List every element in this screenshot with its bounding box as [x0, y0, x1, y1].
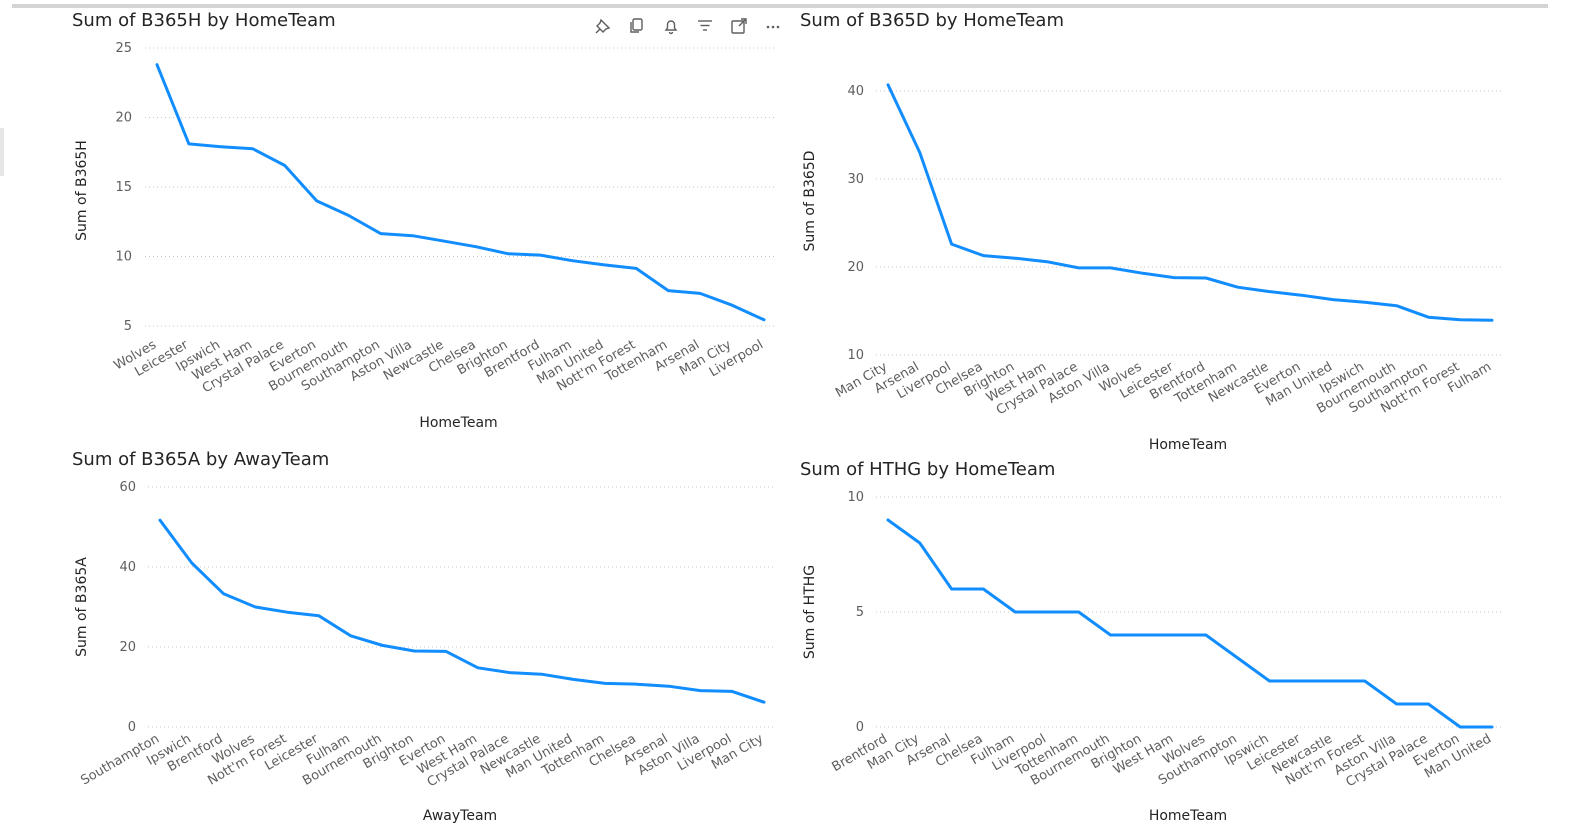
visual-b365h-by-hometeam[interactable]: Sum of B365H by HomeTeam 5 10 15 20 25 Wolves… [0, 0, 790, 440]
pane-collapse-handle[interactable] [0, 128, 4, 176]
data-point[interactable] [1456, 723, 1464, 731]
x-axis-title: AwayTeam [423, 808, 497, 824]
data-point[interactable] [1075, 608, 1083, 616]
y-tick-label: 10 [847, 348, 864, 363]
data-point[interactable] [1170, 631, 1178, 639]
filter-icon[interactable] [688, 14, 722, 38]
y-axis-title: Sum of B365H [74, 140, 90, 241]
canvas-top-bar-fill [12, 4, 1548, 8]
chart-title: Sum of B365D by HomeTeam [800, 10, 1064, 31]
data-point[interactable] [1361, 677, 1369, 685]
y-axis-title: Sum of B365A [74, 557, 90, 657]
data-point[interactable] [1297, 677, 1305, 685]
y-tick-label: 20 [115, 111, 132, 126]
canvas-top-bar [12, 4, 1548, 8]
data-point[interactable] [1234, 654, 1242, 662]
y-tick-label: 40 [847, 84, 864, 99]
x-axis-title: HomeTeam [1149, 437, 1227, 453]
data-point[interactable] [1011, 608, 1019, 616]
pin-icon[interactable] [586, 14, 620, 38]
y-tick-label: 60 [119, 480, 136, 495]
series-line[interactable] [155, 63, 766, 322]
data-point[interactable] [1043, 608, 1051, 616]
x-axis-title: HomeTeam [419, 415, 497, 431]
y-tick-label: 5 [124, 319, 132, 334]
data-point[interactable] [884, 516, 892, 524]
y-tick-label: 0 [128, 720, 136, 735]
bell-icon[interactable] [654, 14, 688, 38]
visual-header-icons [586, 14, 790, 38]
y-tick-label: 10 [847, 490, 864, 505]
series-line[interactable] [886, 83, 1494, 322]
data-point[interactable] [1393, 700, 1401, 708]
y-tick-label: 30 [847, 172, 864, 187]
y-axis-title: Sum of HTHG [802, 565, 818, 659]
y-tick-label: 5 [856, 605, 864, 620]
visual-b365a-by-awayteam[interactable]: Sum of B365A by AwayTeam 0 20 40 60 Southamp… [0, 0, 790, 833]
chart-title: Sum of HTHG by HomeTeam [800, 459, 1056, 480]
focus-mode-icon[interactable] [722, 14, 756, 38]
chart-title: Sum of B365A by AwayTeam [72, 449, 330, 470]
data-point[interactable] [1202, 631, 1210, 639]
data-point[interactable] [916, 539, 924, 547]
y-axis-title: Sum of B365D [802, 151, 818, 252]
series-line[interactable] [886, 518, 1494, 729]
data-point[interactable] [979, 585, 987, 593]
data-point[interactable] [1329, 677, 1337, 685]
more-options-icon[interactable] [756, 14, 790, 38]
visual-b365d-by-hometeam[interactable]: Sum of B365D by HomeTeam 10 20 30 40 Man Cit… [0, 0, 1586, 460]
data-point[interactable] [1138, 631, 1146, 639]
data-point[interactable] [948, 585, 956, 593]
y-tick-label: 20 [119, 640, 136, 655]
y-tick-label: 0 [856, 720, 864, 735]
y-tick-label: 20 [847, 260, 864, 275]
data-point[interactable] [1107, 631, 1115, 639]
copy-icon[interactable] [620, 14, 654, 38]
series-line[interactable] [158, 518, 766, 704]
x-axis-title: HomeTeam [1149, 808, 1227, 824]
data-point[interactable] [1265, 677, 1273, 685]
data-point[interactable] [1488, 723, 1496, 731]
y-tick-label: 40 [119, 560, 136, 575]
chart-plot-area: 0204060SouthamptonIpswichBrentfordWolves… [74, 480, 774, 824]
chart-title: Sum of B365H by HomeTeam [72, 10, 336, 31]
y-tick-label: 10 [115, 250, 132, 265]
y-tick-label: 15 [115, 180, 132, 195]
data-point[interactable] [1424, 700, 1432, 708]
y-tick-label: 25 [115, 41, 132, 56]
